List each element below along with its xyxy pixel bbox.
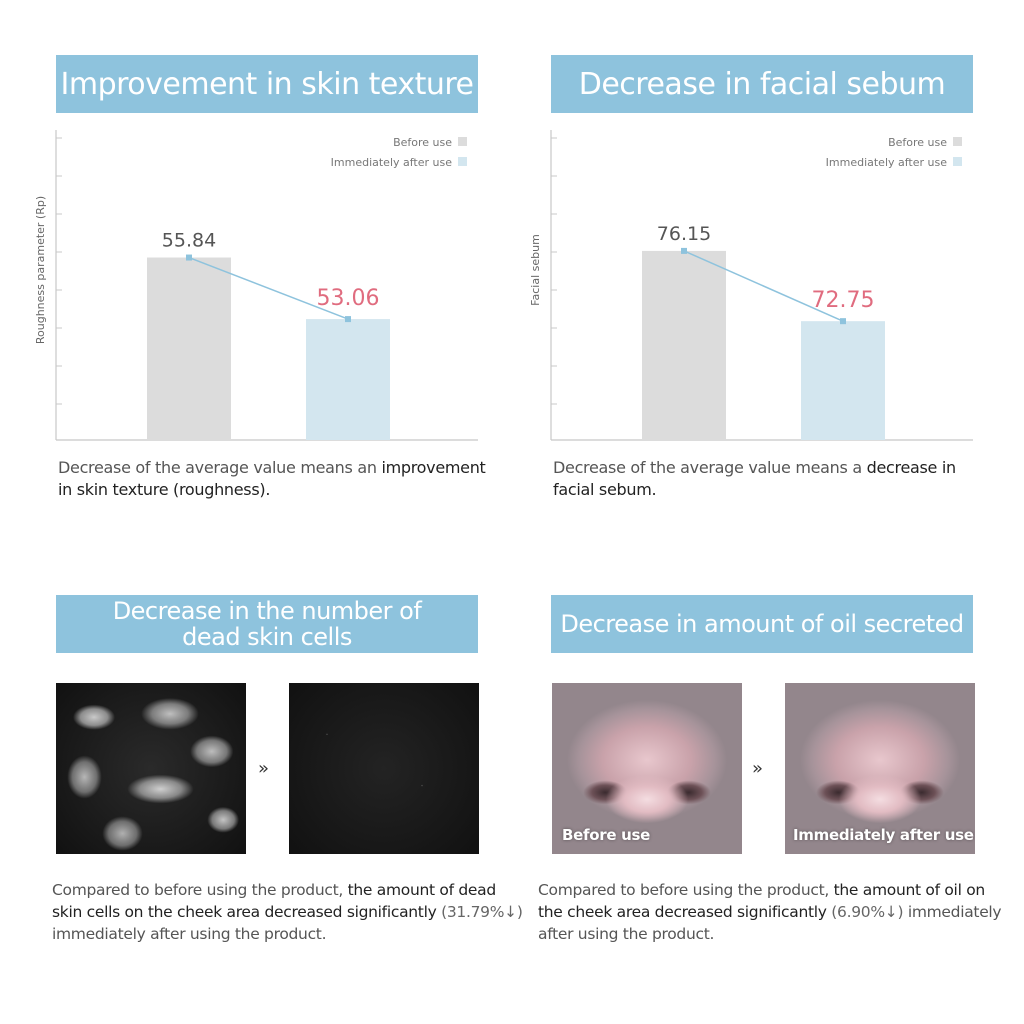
dead-cells-before-image — [56, 683, 246, 854]
dead-cells-title-banner: Decrease in the number of dead skin cell… — [56, 595, 478, 653]
dead-cells-desc-plain2: immediately after using the product. — [52, 925, 327, 943]
legend-label: Before use — [393, 136, 452, 149]
point-after-use — [345, 316, 351, 323]
dead-cells-description: Compared to before using the product, th… — [52, 879, 527, 945]
oil-desc-plain2: immediately after using the product. — [538, 903, 1002, 943]
dead-cells-arrow-icon: » — [258, 758, 270, 779]
y-axis-label: Roughness parameter (Rp) — [34, 196, 47, 344]
y-axis-label: Facial sebum — [529, 234, 542, 306]
oil-title: Decrease in amount of oil secreted — [560, 610, 964, 638]
trend-line — [188, 256, 349, 320]
dead-cells-desc-plain1: Compared to before using the product, — [52, 881, 348, 899]
oil-desc-plain1: Compared to before using the product, — [538, 881, 834, 899]
sebum-chart: Facial sebum Before use Immediately after … — [529, 130, 973, 441]
sebum-title: Decrease in facial sebum — [578, 66, 946, 102]
oil-desc-pct: (6.90%↓) — [826, 903, 904, 921]
dead-cells-title-line1: Decrease in the number of — [112, 597, 422, 625]
dead-cells-after-image — [289, 683, 479, 854]
legend-label: Immediately after use — [826, 156, 948, 169]
oil-after-image: Immediately after use — [785, 683, 975, 854]
texture-desc-bold: improvement in skin texture (roughness). — [58, 458, 486, 499]
oil-desc-bold: the amount of oil on the cheek area decr… — [538, 881, 985, 921]
oil-after-caption: Immediately after use — [793, 826, 974, 844]
dead-cells-desc-bold: the amount of dead skin cells on the che… — [52, 881, 496, 921]
bar-before-use — [147, 257, 231, 440]
legend-swatch — [953, 157, 962, 166]
dead-cells-title-line2: dead skin cells — [182, 623, 352, 651]
oil-before-image: Before use — [552, 683, 742, 854]
bar-after-use — [801, 321, 885, 440]
bar-before-use — [642, 250, 726, 440]
texture-chart: Roughness parameter (Rp) Before use Immedi… — [34, 130, 478, 441]
legend-label: Before use — [888, 136, 947, 149]
texture-title-banner: Improvement in skin texture — [56, 55, 478, 113]
dead-cells-desc-pct: (31.79%↓) — [436, 903, 523, 921]
sebum-description: Decrease of the average value means a de… — [553, 457, 973, 501]
texture-desc-plain: Decrease of the average value means an — [58, 458, 382, 477]
legend-swatch — [458, 157, 467, 166]
legend-swatch — [458, 137, 467, 146]
value-label-after: 53.06 — [317, 286, 380, 311]
texture-description: Decrease of the average value means an i… — [58, 457, 498, 501]
oil-title-banner: Decrease in amount of oil secreted — [551, 595, 973, 653]
trend-line — [683, 250, 844, 322]
point-before-use — [186, 254, 192, 261]
sebum-title-banner: Decrease in facial sebum — [551, 55, 973, 113]
value-label-before: 76.15 — [657, 223, 711, 245]
point-after-use — [840, 318, 846, 325]
value-label-after: 72.75 — [812, 288, 875, 313]
sebum-desc-bold: decrease in facial sebum. — [553, 458, 956, 499]
point-before-use — [681, 247, 687, 254]
sebum-desc-plain: Decrease of the average value means a — [553, 458, 867, 477]
texture-title: Improvement in skin texture — [60, 66, 474, 102]
bar-after-use — [306, 319, 390, 440]
legend-swatch — [953, 137, 962, 146]
oil-before-caption: Before use — [562, 826, 651, 844]
oil-description: Compared to before using the product, th… — [538, 879, 1003, 945]
legend-label: Immediately after use — [331, 156, 453, 169]
oil-arrow-icon: » — [752, 758, 764, 779]
value-label-before: 55.84 — [162, 230, 216, 252]
